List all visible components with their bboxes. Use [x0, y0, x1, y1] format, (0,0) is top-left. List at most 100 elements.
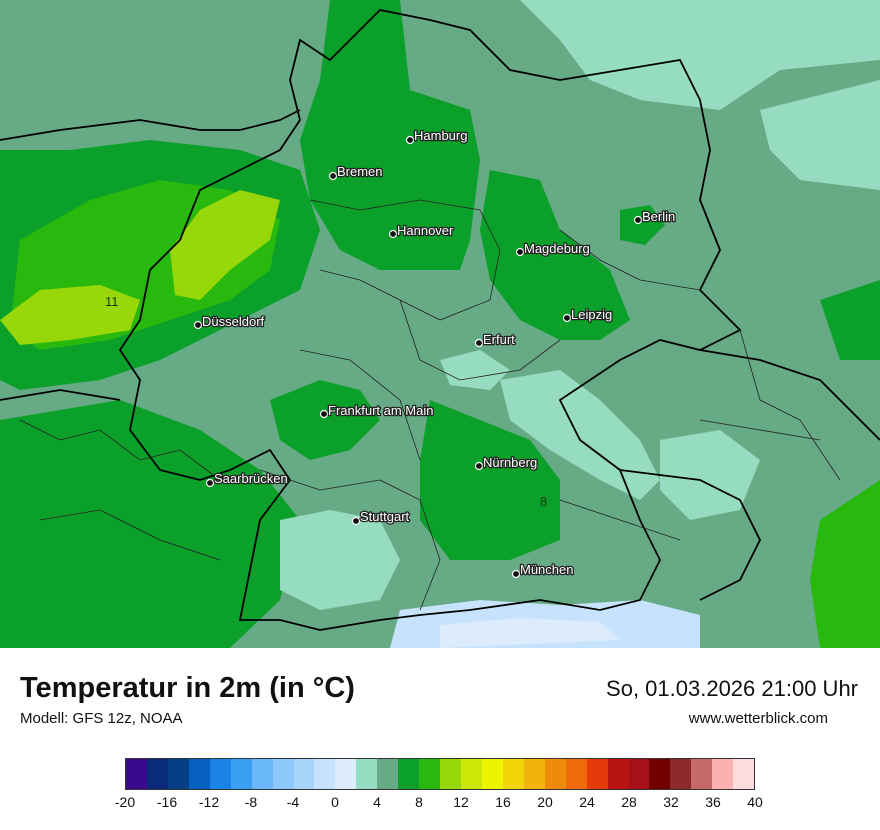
legend-swatch: [209, 759, 231, 789]
svg-text:Hamburg: Hamburg: [414, 128, 467, 143]
svg-text:Saarbrücken: Saarbrücken: [214, 471, 288, 486]
zone-berlin: [620, 205, 665, 245]
legend-swatch: [251, 759, 273, 789]
legend-swatch: [272, 759, 294, 789]
legend-swatch: [461, 759, 482, 789]
legend-swatch: [649, 759, 671, 789]
zone-light-1: [500, 370, 660, 500]
legend-tick-label: 8: [415, 794, 423, 810]
legend-ticks: -20 -16 -12 -8 -4 0 4 8 12 16 20 24 28 32 36 40: [115, 794, 763, 814]
legend-swatch: [565, 759, 587, 789]
legend-swatch: [188, 759, 210, 789]
legend-tick-label: 16: [495, 794, 511, 810]
legend-swatch: [440, 759, 461, 789]
svg-text:Stuttgart: Stuttgart: [360, 509, 410, 524]
svg-text:Düsseldorf: Düsseldorf: [202, 314, 265, 329]
svg-text:Magdeburg: Magdeburg: [524, 241, 590, 256]
legend-tick-label: 24: [579, 794, 595, 810]
website-link[interactable]: www.wetterblick.com: [688, 710, 828, 727]
legend-tick-label: 36: [705, 794, 721, 810]
legend-swatch: [335, 759, 357, 789]
city-saarbruecken: Saarbrücken: [205, 470, 289, 487]
legend-tick-label: 4: [373, 794, 381, 810]
legend-swatch: [230, 759, 252, 789]
city-erfurt: Erfurt: [474, 331, 516, 348]
value-label-11: 11: [105, 294, 119, 309]
legend-swatch: [356, 759, 378, 789]
zone-southeast: [810, 480, 880, 648]
city-magdeburg: Magdeburg: [515, 240, 591, 257]
light-area: [760, 80, 880, 190]
city-hamburg: Hamburg: [405, 127, 469, 144]
svg-text:Leipzig: Leipzig: [571, 307, 612, 322]
legend-swatch: [586, 759, 608, 789]
legend-swatch: [314, 759, 336, 789]
legend-tick-label: 20: [537, 794, 553, 810]
legend-swatch: [544, 759, 566, 789]
zone-light-2: [280, 510, 400, 610]
zone-franconia: [420, 400, 560, 560]
legend-swatch: [126, 759, 147, 789]
svg-text:Bremen: Bremen: [337, 164, 383, 179]
legend-swatch: [146, 759, 168, 789]
zone-light-3: [440, 350, 510, 390]
country-borders: [0, 9, 880, 631]
legend-tick-label: -8: [244, 794, 258, 810]
city-muenchen: München: [511, 561, 575, 578]
city-hannover: Hannover: [388, 222, 455, 239]
zone-east-edge: [820, 280, 880, 360]
legend-swatch: [523, 759, 545, 789]
svg-text:Erfurt: Erfurt: [483, 332, 515, 347]
city-bremen: Bremen: [328, 163, 384, 180]
legend-swatch: [670, 759, 692, 789]
color-legend: [125, 758, 755, 790]
legend-swatch: [419, 759, 441, 789]
legend-tick-label: -16: [156, 794, 178, 810]
sea-area: [520, 0, 880, 110]
city-nuernberg: Nürnberg: [474, 454, 539, 471]
legend-swatch: [733, 759, 755, 789]
svg-text:Nürnberg: Nürnberg: [483, 455, 537, 470]
legend-swatch: [607, 759, 629, 789]
forecast-datetime: So, 01.03.2026 21:00 Uhr: [606, 676, 858, 701]
legend-tick-label: 0: [331, 794, 339, 810]
value-label-8: 8: [540, 494, 547, 509]
legend-swatch: [398, 759, 420, 789]
legend-tick-label: -12: [198, 794, 220, 810]
model-info: Modell: GFS 12z, NOAA: [20, 710, 183, 727]
legend-swatch: [377, 759, 399, 789]
legend-swatch: [502, 759, 524, 789]
svg-text:Hannover: Hannover: [397, 223, 454, 238]
legend-tick-label: 32: [663, 794, 679, 810]
legend-swatch: [293, 759, 315, 789]
temperature-map: 11 8 Hamburg Bremen Berlin Hannover Magd…: [0, 0, 880, 648]
zone-frankfurt: [270, 380, 380, 460]
legend-tick-label: -20: [114, 794, 136, 810]
legend-swatch: [167, 759, 189, 789]
zone-alps-cold: [440, 618, 620, 648]
city-duesseldorf: Düsseldorf: [193, 313, 266, 330]
city-stuttgart: Stuttgart: [351, 508, 411, 525]
svg-text:München: München: [520, 562, 573, 577]
legend-tick-label: 40: [747, 794, 763, 810]
legend-tick-label: -4: [286, 794, 300, 810]
zone-west-warm: [170, 190, 280, 300]
zone-southwest: [0, 400, 300, 648]
legend-swatch: [712, 759, 734, 789]
city-leipzig: Leipzig: [562, 306, 614, 323]
zone-east-central: [480, 170, 630, 340]
legend-tick-label: 12: [453, 794, 469, 810]
legend-swatch: [628, 759, 650, 789]
svg-text:Berlin: Berlin: [642, 209, 675, 224]
svg-text:Frankfurt am Main: Frankfurt am Main: [328, 403, 433, 418]
city-berlin: Berlin: [633, 208, 677, 225]
state-borders: [19, 199, 841, 611]
legend-tick-label: 28: [621, 794, 637, 810]
legend-swatch: [481, 759, 503, 789]
city-frankfurt: Frankfurt am Main: [319, 402, 435, 419]
zone-north-sea: [0, 0, 330, 150]
legend-swatch: [691, 759, 713, 789]
footer: Temperatur in 2m (in °C) Modell: GFS 12z…: [0, 648, 880, 830]
zone-west-warm2: [0, 285, 140, 345]
map-title: Temperatur in 2m (in °C): [20, 672, 355, 704]
